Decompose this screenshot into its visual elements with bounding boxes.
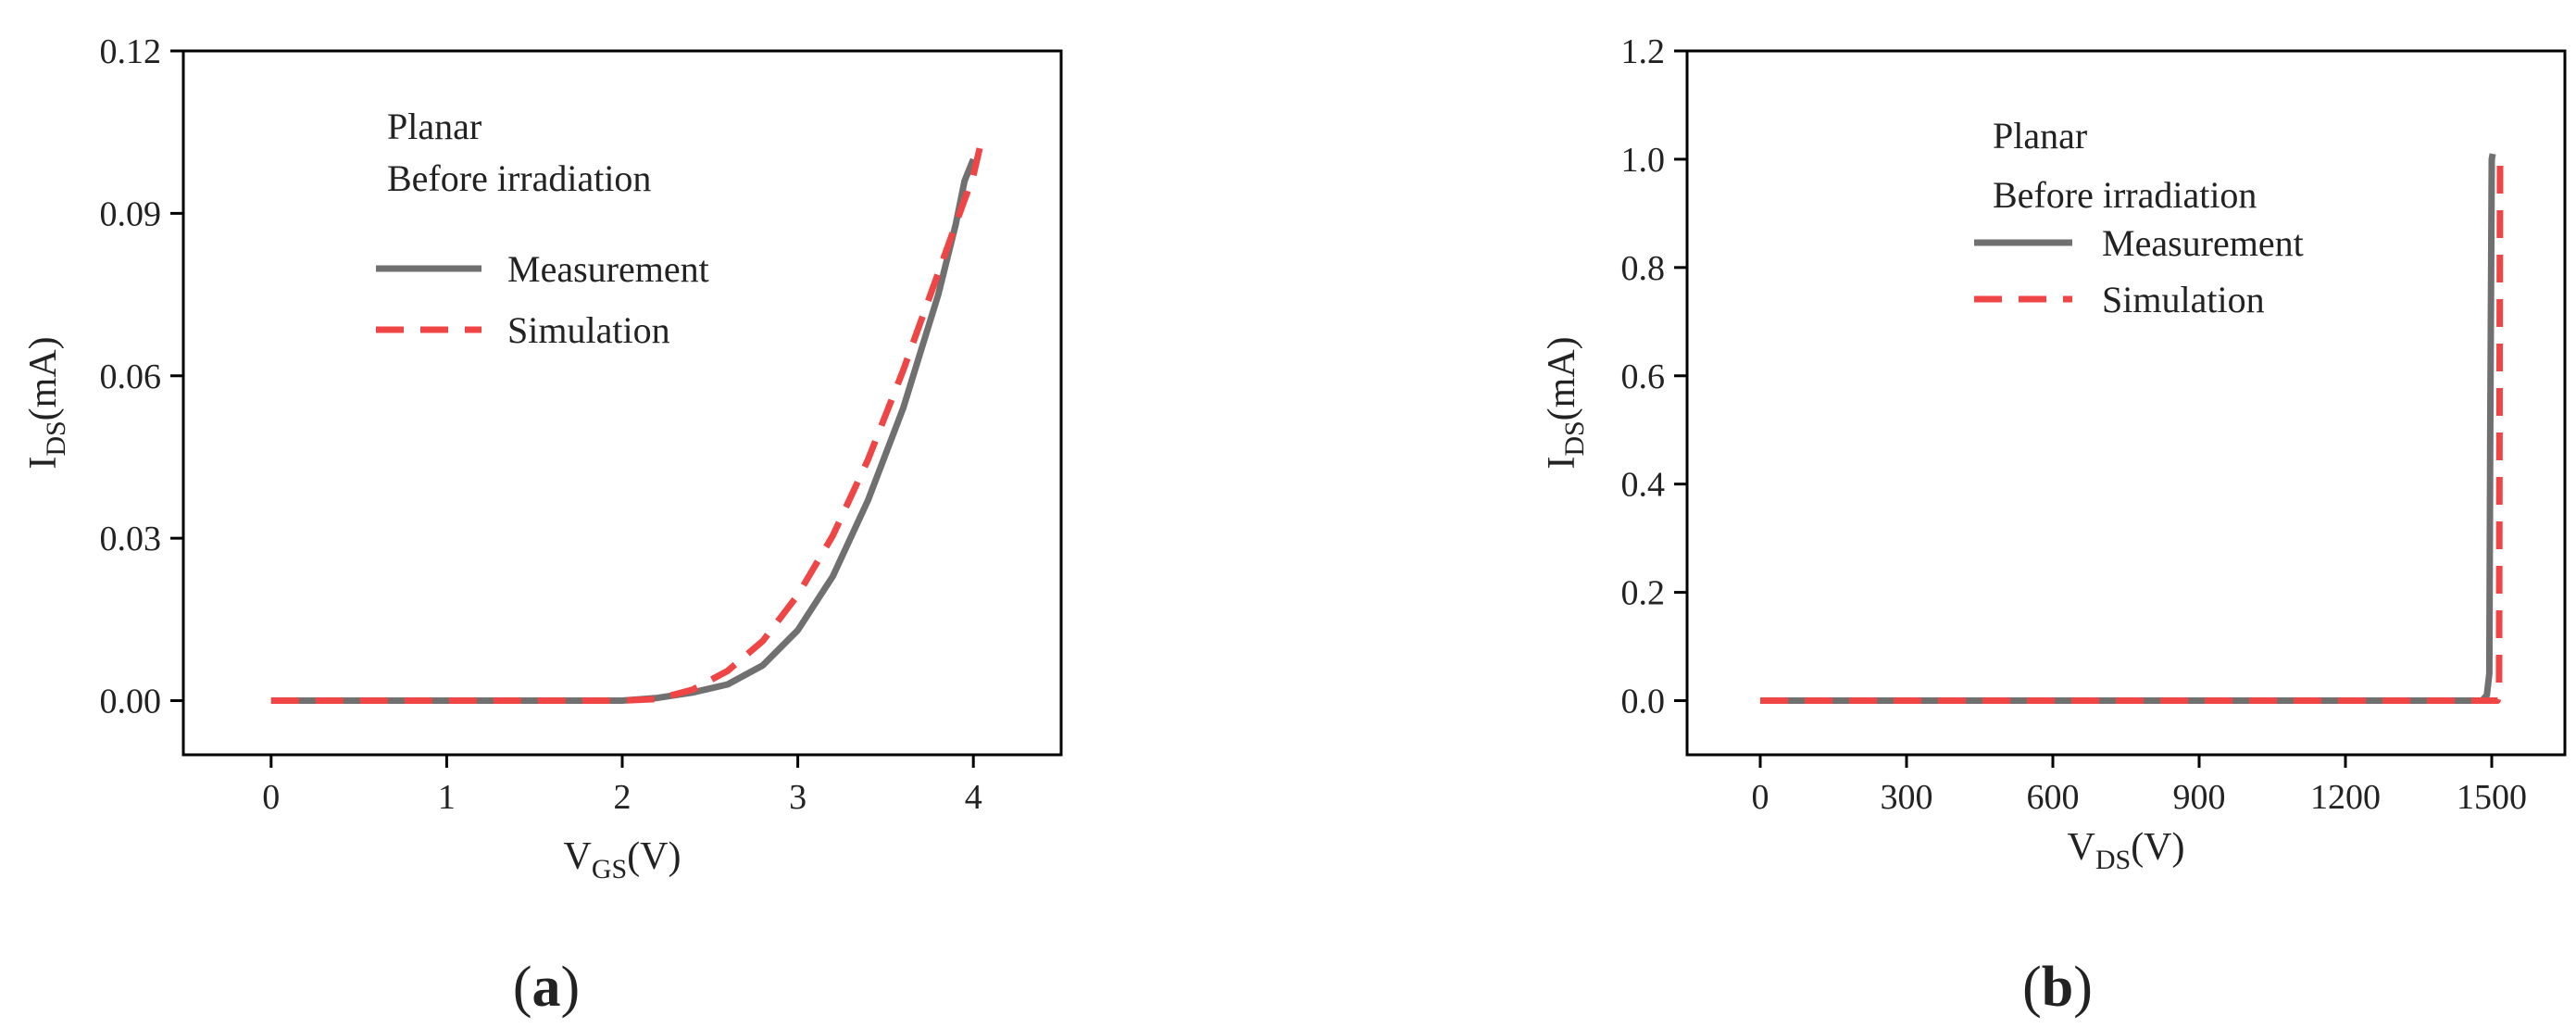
y-axis-title-a: IDS(mA) — [22, 336, 71, 469]
x-axis-unit-a: (V) — [627, 835, 681, 878]
x-axis-symbol-a: V — [563, 835, 591, 878]
y-axis-unit-b: (mA) — [1541, 336, 1583, 420]
panel-label-a: (a) — [513, 956, 580, 1019]
y-tick-label-b-5: 1.0 — [1621, 141, 1666, 180]
y-tick-label-b-3: 0.6 — [1621, 357, 1666, 396]
annotation-a: Planar Before irradiation — [387, 106, 651, 199]
x-tick-label-a-2: 2 — [614, 778, 631, 817]
x-tick-label-a-0: 0 — [262, 778, 280, 817]
y-tick-label-b-6: 1.2 — [1621, 32, 1666, 71]
series-line-measurement-a — [270, 157, 977, 704]
x-axis-title-a: VGS(V) — [563, 835, 681, 884]
plot-area-a — [270, 136, 986, 704]
y-tick-label-b-0: 0.0 — [1621, 683, 1666, 721]
x-tick-label-b-5: 1500 — [2457, 778, 2527, 817]
y-tick-label-a-1: 0.03 — [100, 520, 162, 558]
panel-label-letter-a: a — [532, 956, 561, 1019]
y-axis-subscript-b: DS — [1559, 420, 1590, 456]
x-tick-label-b-2: 600 — [2027, 778, 2080, 817]
panel-label-close-b: ) — [2073, 956, 2093, 1019]
annotation-line-1-a: Planar — [387, 106, 481, 147]
annotation-line-1-b: Planar — [1993, 115, 2087, 157]
y-tick-label-a-3: 0.09 — [100, 194, 162, 233]
x-axis-subscript-b: DS — [2095, 845, 2131, 875]
legend-label-measurement-b: Measurement — [2102, 222, 2304, 264]
y-axis-unit-a: (mA) — [22, 336, 65, 420]
panel-label-letter-b: b — [2042, 956, 2073, 1019]
series-line-simulation-a — [270, 136, 986, 704]
plot-area-b — [1760, 153, 2504, 704]
legend-label-simulation-a: Simulation — [507, 309, 670, 351]
annotation-b: Planar Before irradiation — [1993, 115, 2257, 216]
panel-label-open-a: ( — [513, 956, 532, 1019]
x-tick-label-b-4: 1200 — [2310, 778, 2381, 817]
panel-label-open-b: ( — [2022, 956, 2042, 1019]
x-tick-label-a-3: 3 — [789, 778, 807, 817]
ticks-b — [1674, 49, 2494, 768]
legend-b: Measurement Simulation — [1974, 222, 2304, 320]
legend-label-measurement-a: Measurement — [507, 248, 709, 290]
legend-a: Measurement Simulation — [376, 248, 709, 351]
y-axis-symbol-a: I — [22, 457, 65, 470]
panel-label-close-a: ) — [561, 956, 581, 1019]
chart-panel-a: 0 1 2 3 4 0.00 0.03 0.06 0.09 0.12 Planar Before … — [22, 32, 1063, 1019]
annotation-line-2-b: Before irradiation — [1993, 174, 2257, 216]
x-axis-unit-b: (V) — [2131, 826, 2184, 869]
y-tick-label-b-2: 0.4 — [1621, 466, 1666, 505]
x-axis-subscript-a: GS — [592, 854, 627, 884]
ticks-a — [170, 49, 975, 768]
y-tick-label-a-2: 0.06 — [100, 357, 162, 396]
x-tick-label-a-1: 1 — [438, 778, 456, 817]
tick-labels-b: 0 300 600 900 1200 1500 0.0 0.2 0.4 0.6 0.8 1.0 1.2 — [1621, 32, 2528, 817]
x-axis-title-b: VDS(V) — [2067, 826, 2184, 875]
y-tick-label-b-4: 0.8 — [1621, 249, 1666, 288]
x-tick-label-a-4: 4 — [965, 778, 982, 817]
axes-frame-b — [1685, 49, 2567, 757]
panel-label-b: (b) — [2022, 956, 2093, 1019]
series-line-simulation-b — [1760, 154, 2504, 704]
y-axis-symbol-b: I — [1541, 457, 1583, 470]
x-tick-label-b-3: 900 — [2173, 778, 2226, 817]
y-tick-label-a-4: 0.12 — [100, 32, 162, 71]
legend-label-simulation-b: Simulation — [2102, 279, 2265, 320]
axes-frame-a — [181, 49, 1063, 757]
x-tick-label-b-0: 0 — [1752, 778, 1769, 817]
y-tick-label-b-1: 0.2 — [1621, 574, 1666, 613]
x-axis-symbol-b: V — [2067, 826, 2095, 869]
chart-panel-b: 0 300 600 900 1200 15000.00.20.40.60.81.01.2 … — [1541, 32, 2567, 1019]
annotation-line-2-a: Before irradiation — [387, 157, 651, 199]
x-tick-label-b-1: 300 — [1881, 778, 1933, 817]
y-axis-title-b: IDS(mA) — [1541, 336, 1590, 469]
y-tick-label-a-0: 0.00 — [100, 683, 162, 721]
y-axis-subscript-a: DS — [41, 420, 71, 456]
tick-labels-a: 0 1 2 3 4 0.00 0.03 0.06 0.09 0.12 — [100, 32, 982, 817]
